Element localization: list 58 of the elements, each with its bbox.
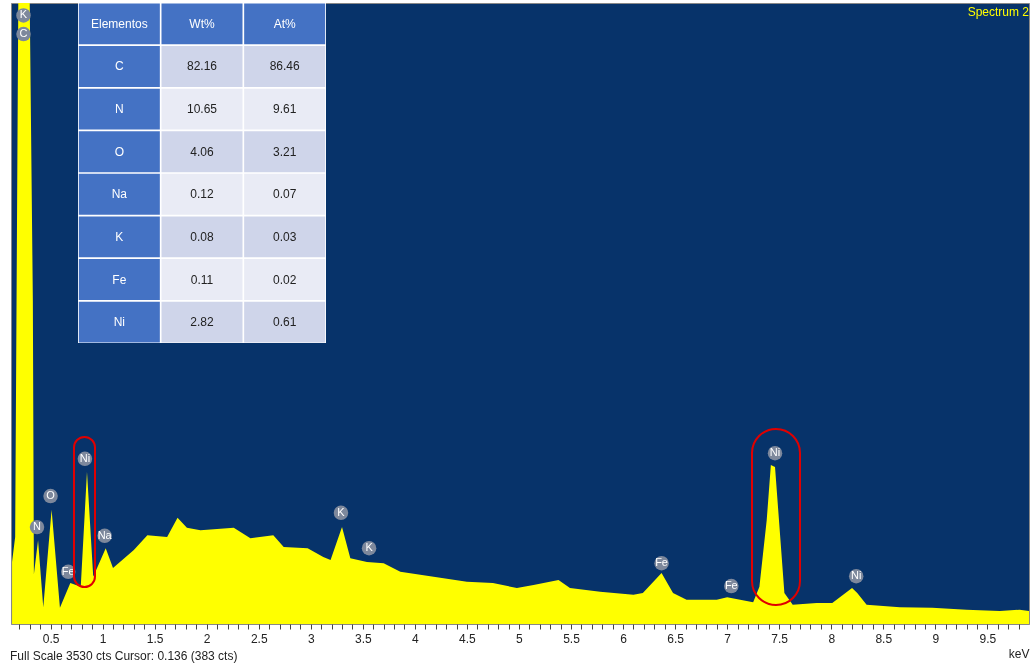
- annotation: O: [46, 489, 56, 502]
- x-tick-label: 3.5: [354, 631, 372, 646]
- data-label: 0.12: [190, 187, 214, 202]
- annotation: K: [337, 505, 346, 518]
- y-axis-title: Elementos: [90, 16, 148, 31]
- x-tick-label: At%: [273, 16, 296, 31]
- annotation: Ni: [851, 569, 862, 582]
- y-tick-label: C: [115, 59, 124, 74]
- x-tick-label: Wt%: [189, 16, 215, 31]
- x-tick-label: 1.5: [146, 631, 164, 646]
- x-tick-label: 8.5: [875, 631, 893, 646]
- x-tick-label: 9.5: [979, 631, 997, 646]
- x-tick-label: 3: [307, 631, 315, 646]
- x-tick-label: 4.5: [459, 631, 477, 646]
- annotation: K: [19, 8, 28, 21]
- data-label: 0.08: [190, 229, 214, 244]
- data-label: 3.21: [272, 144, 297, 159]
- x-tick-label: 2: [203, 631, 211, 646]
- x-tick-label: 4: [412, 631, 420, 646]
- x-tick-label: 1: [99, 631, 107, 646]
- annotation: C: [19, 27, 28, 40]
- x-tick-label: 7: [724, 631, 732, 646]
- data-label: 4.06: [190, 144, 214, 159]
- y-tick-label: O: [114, 144, 125, 159]
- annotation: Fe: [724, 579, 738, 592]
- data-label: 86.46: [269, 59, 301, 74]
- data-label: 2.82: [190, 315, 214, 330]
- y-tick-label: Na: [111, 187, 128, 202]
- data-label: 10.65: [186, 102, 218, 117]
- y-tick-label: N: [115, 102, 124, 117]
- x-tick-label: 8: [828, 631, 836, 646]
- annotation: Ni: [79, 451, 91, 464]
- annotation: Fe: [655, 556, 668, 569]
- y-tick-label: K: [115, 229, 124, 244]
- data-label: 82.16: [186, 59, 218, 74]
- annotation: N: [33, 520, 42, 533]
- x-tick-label: 7.5: [771, 631, 789, 646]
- data-label: 0.07: [272, 187, 297, 202]
- data-label: 0.11: [190, 272, 214, 287]
- y-tick-label: Fe: [112, 272, 127, 287]
- x-tick-label: 9: [932, 631, 940, 646]
- x-tick-label: 6.5: [667, 631, 685, 646]
- annotation: Ni: [769, 446, 781, 459]
- x-axis-title: keV: [1008, 646, 1030, 661]
- x-tick-label: 0.5: [42, 631, 60, 646]
- x-tick-label: 6: [620, 631, 628, 646]
- text: Full Scale 3530 cts Cursor: 0.136 (383 cts): [10, 649, 238, 663]
- data-label: 0.02: [272, 272, 297, 287]
- data-label: 0.61: [272, 315, 297, 330]
- chart-title: Spectrum 2: [967, 5, 1030, 19]
- annotation: Na: [97, 528, 113, 541]
- data-label: 9.61: [272, 102, 297, 117]
- data-label: 0.03: [272, 229, 297, 244]
- x-tick-label: 5.5: [563, 631, 581, 646]
- x-tick-label: 2.5: [250, 631, 268, 646]
- annotation: K: [365, 541, 374, 554]
- x-tick-label: 5: [516, 631, 524, 646]
- y-tick-label: Ni: [113, 315, 126, 330]
